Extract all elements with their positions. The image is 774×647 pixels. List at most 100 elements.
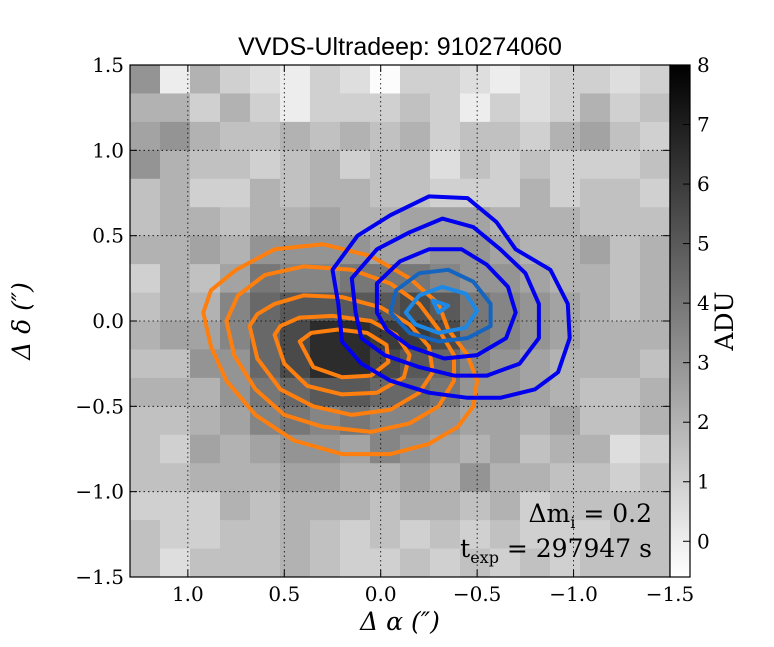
contour-overlays [201, 194, 572, 457]
heatmap-cell [610, 434, 641, 464]
heatmap-cell [160, 207, 191, 237]
contour-line [224, 264, 456, 434]
heatmap-cell [310, 121, 341, 151]
heatmap-cell [280, 520, 311, 550]
heatmap-cell [280, 150, 311, 180]
heatmap-cell [190, 178, 221, 208]
heatmap-cell [550, 178, 581, 208]
heatmap-cell [460, 65, 491, 95]
heatmap-cell [460, 406, 491, 436]
heatmap-cell [190, 406, 221, 436]
heatmap-cell [520, 121, 551, 151]
heatmap-cell [130, 150, 161, 180]
heatmap-cell [610, 121, 641, 151]
heatmap-cell [520, 548, 551, 577]
heatmap-cell [250, 150, 281, 180]
heatmap-cell [460, 491, 491, 521]
heatmap-cell [160, 121, 191, 151]
heatmap-cell [490, 520, 521, 550]
heatmap-cell [400, 292, 431, 322]
heatmap-cell [220, 207, 251, 237]
heatmap-cell [640, 321, 670, 351]
heatmap-cell [460, 463, 491, 493]
heatmap-cell [640, 463, 670, 493]
heatmap-cell [580, 548, 611, 577]
heatmap-cell [220, 491, 251, 521]
heatmap-cell [160, 178, 191, 208]
heatmap-cell [430, 463, 461, 493]
heatmap-cell [160, 548, 191, 577]
contour-line [330, 194, 572, 400]
heatmap-cell [190, 65, 221, 95]
heatmap-cell [580, 207, 611, 237]
colorbar [670, 65, 690, 577]
heatmap-cell [580, 264, 611, 294]
heatmap-cell [610, 491, 641, 521]
heatmap-cell [490, 121, 521, 151]
colorbar-tick-label: 1 [697, 470, 710, 494]
heatmap-cell [640, 207, 670, 237]
heatmap-cell [580, 178, 611, 208]
heatmap-cell [130, 434, 161, 464]
colorbar-tick-label: 7 [697, 113, 710, 137]
heatmap-cell [250, 121, 281, 151]
heatmap-cell [340, 65, 371, 95]
heatmap-cell [220, 235, 251, 265]
annotation-exposure-sub: exp [470, 548, 499, 567]
heatmap-cell [460, 121, 491, 151]
heatmap-cell [400, 65, 431, 95]
heatmap-cell [130, 349, 161, 379]
heatmap-cell [580, 463, 611, 493]
y-tick-label: 1.0 [92, 138, 124, 162]
annotation-delta-mi: Δmi = 0.2 [529, 499, 653, 532]
colorbar-ticks: 0 1 2 3 4 5 6 7 8 [683, 53, 710, 553]
heatmap-cell [580, 349, 611, 379]
heatmap-cell [430, 491, 461, 521]
heatmap-cell [130, 207, 161, 237]
heatmap-cell [250, 93, 281, 123]
heatmap-cell [250, 178, 281, 208]
heatmap-cell [640, 406, 670, 436]
heatmap-cell [160, 491, 191, 521]
heatmap-cell [610, 178, 641, 208]
heatmap-cell [550, 235, 581, 265]
chart-title: VVDS-Ultradeep: 910274060 [238, 33, 562, 61]
heatmap-cell [520, 65, 551, 95]
heatmap-cell [610, 321, 641, 351]
heatmap-cell [310, 235, 341, 265]
heatmap-cell [520, 520, 551, 550]
heatmap-cell [310, 178, 341, 208]
heatmap-cell [490, 406, 521, 436]
heatmap-cell [280, 207, 311, 237]
heatmap-cell [550, 406, 581, 436]
heatmap-cell [640, 349, 670, 379]
heatmap-cell [430, 178, 461, 208]
heatmap-cell [160, 520, 191, 550]
heatmap-cell [190, 463, 221, 493]
heatmap-cell [610, 93, 641, 123]
heatmap-cell [520, 491, 551, 521]
heatmap-cell [310, 150, 341, 180]
heatmap-cell [130, 264, 161, 294]
heatmap-cell [460, 548, 491, 577]
heatmap-cell [250, 548, 281, 577]
heatmap-cell [400, 121, 431, 151]
heatmap-cell [310, 321, 341, 351]
heatmap-cell [580, 150, 611, 180]
heatmap-cell [550, 548, 581, 577]
heatmap-cell [610, 264, 641, 294]
heatmap-cell [220, 178, 251, 208]
heatmap-cell [190, 150, 221, 180]
heatmap-cell [160, 65, 191, 95]
heatmap-cell [640, 235, 670, 265]
heatmap-cell [520, 93, 551, 123]
y-axis-ticks: 1.5 1.0 0.5 0.0 −0.5 −1.0 −1.5 [75, 53, 670, 589]
heatmap-cell [280, 178, 311, 208]
y-axis-label: Δ δ (″) [7, 282, 36, 361]
x-tick-label: −0.5 [453, 582, 502, 606]
annotation-exposure-main: t [460, 534, 470, 563]
annotation-delta-mi-main: Δm [529, 499, 571, 528]
heatmap-cell [520, 207, 551, 237]
heatmap-cell [370, 434, 401, 464]
heatmap-cell [490, 65, 521, 95]
